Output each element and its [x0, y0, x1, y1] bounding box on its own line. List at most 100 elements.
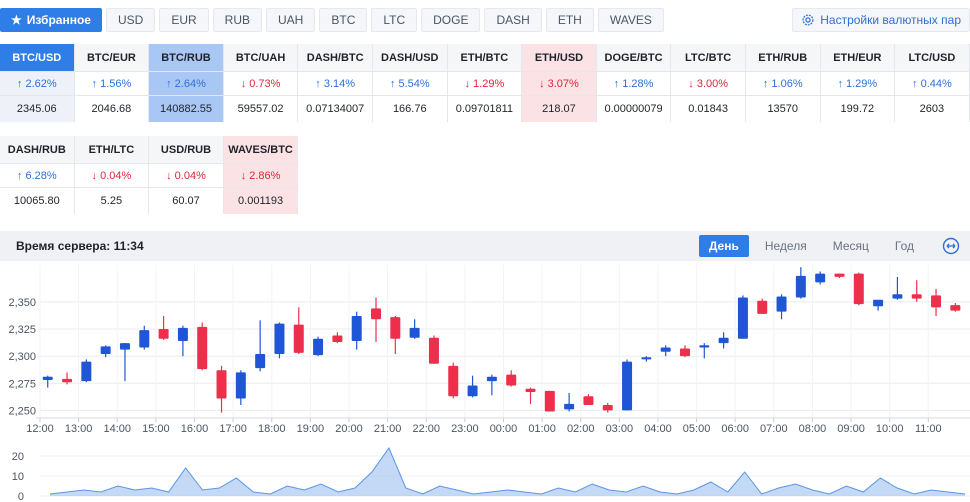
currency-tab-btc[interactable]: BTC: [319, 8, 368, 32]
pair-card-eth-btc[interactable]: ETH/BTC ↓ 1.29% 0.09701811: [447, 44, 523, 122]
star-icon: ★: [11, 13, 22, 27]
currency-tab-uah[interactable]: UAH: [266, 8, 316, 32]
candle: [564, 393, 575, 412]
pair-card-btc-rub[interactable]: BTC/RUB ↑ 2.64% 140882.55: [149, 44, 224, 122]
pair-name: ETH/BTC: [447, 44, 522, 72]
currency-tab-eur[interactable]: EUR: [159, 8, 209, 32]
candle-body: [332, 335, 343, 343]
pair-change: ↑ 1.56%: [74, 72, 149, 96]
candle-body: [467, 385, 478, 397]
currency-tab-label: DASH: [496, 13, 530, 27]
pair-card-eth-rub[interactable]: ETH/RUB ↑ 1.06% 13570: [745, 44, 821, 122]
currency-toolbar: ★ Избранное USD EUR RUB UAH BTC LTC DOGE DASH ETH W…: [0, 0, 970, 40]
pair-price: 10065.80: [13, 195, 60, 207]
candle-body: [255, 353, 266, 369]
pair-card-ltc-btc[interactable]: LTC/BTC ↓ 3.00% 0.01843: [671, 44, 746, 122]
x-tick-label: 14:00: [103, 423, 131, 435]
x-tick-label: 17:00: [219, 423, 247, 435]
candle-body: [583, 396, 594, 405]
pair-change: ↓ 0.04%: [149, 164, 223, 188]
candle-body: [776, 296, 787, 312]
currency-tab-eth[interactable]: ETH: [545, 8, 594, 32]
currency-tab-label: DOGE: [433, 13, 469, 27]
candlestick-chart[interactable]: 2,250 2,275 2,300 2,325 2,350 12:00 13:00 14:00…: [0, 261, 970, 440]
candle: [815, 271, 826, 285]
candle-body: [486, 376, 497, 382]
currency-tab-ltc[interactable]: LTC: [371, 8, 418, 32]
pair-card-dash-usd[interactable]: DASH/USD ↑ 5.54% 166.76: [372, 44, 448, 122]
currency-tab-usd[interactable]: USD: [105, 8, 156, 32]
pair-change: ↑ 2.62%: [0, 72, 74, 96]
period-tab[interactable]: Год: [894, 239, 914, 253]
candle: [100, 345, 111, 358]
candle: [216, 365, 227, 413]
pair-change: ↑ 5.54%: [372, 72, 447, 96]
candle-body: [699, 345, 710, 348]
pair-card-ltc-usd[interactable]: LTC/USD ↑ 0.44% 2603: [895, 44, 970, 122]
currency-tab-label: UAH: [278, 13, 304, 27]
candle-body: [931, 295, 942, 308]
expand-arrows-icon[interactable]: [942, 237, 960, 255]
currency-tab-doge[interactable]: DOGE: [421, 8, 481, 32]
pair-card-eth-usd[interactable]: ETH/USD ↓ 3.07% 218.07: [522, 44, 597, 122]
candle-body: [795, 275, 806, 298]
candle-body: [62, 378, 73, 383]
pairs-row: BTC/USD ↑ 2.62% 2345.06 BTC/EUR ↑ 1.56% 2046.…: [0, 44, 970, 122]
pair-card-waves-btc[interactable]: WAVES/BTC ↓ 2.86% 0.001193: [223, 136, 299, 214]
x-tick-label: 03:00: [606, 423, 634, 435]
candle-body: [351, 316, 362, 341]
pair-card-usd-rub[interactable]: USD/RUB ↓ 0.04% 60.07: [149, 136, 224, 214]
pair-change: ↓ 1.29%: [447, 72, 522, 96]
candle-body: [602, 404, 613, 411]
candle: [371, 297, 382, 343]
x-tick-label: 08:00: [799, 423, 827, 435]
currency-tab-label: RUB: [224, 13, 251, 27]
candle-body: [428, 337, 439, 364]
x-tick-label: 12:00: [26, 423, 54, 435]
pair-card-btc-uah[interactable]: BTC/UAH ↓ 0.73% 59557.02: [223, 44, 299, 122]
period-selector: День Неделя Месяц Год: [693, 235, 924, 257]
candle: [42, 375, 53, 388]
candle: [177, 325, 188, 357]
currency-tab-dash[interactable]: DASH: [484, 8, 542, 32]
candle: [62, 372, 73, 385]
candle: [197, 322, 208, 371]
candle: [873, 299, 884, 311]
period-tab[interactable]: Месяц: [832, 239, 869, 253]
pair-name: LTC/BTC: [671, 44, 745, 72]
candle: [81, 359, 92, 383]
y-tick-label: 2,350: [8, 297, 36, 309]
candle-body: [177, 327, 188, 341]
pair-card-btc-eur[interactable]: BTC/EUR ↑ 1.56% 2046.68: [74, 44, 150, 122]
currency-tab-favorites[interactable]: ★ Избранное: [0, 8, 102, 32]
candle: [467, 375, 478, 398]
pair-price: 140882.55: [149, 96, 223, 122]
candle: [525, 387, 536, 404]
currency-pair-settings-button[interactable]: Настройки валютных пар: [792, 8, 970, 32]
pair-change: ↓ 2.86%: [223, 164, 298, 188]
currency-pairs-grid: BTC/USD ↑ 2.62% 2345.06 BTC/EUR ↑ 1.56% 2046.…: [0, 44, 970, 228]
candle: [718, 332, 729, 349]
pair-change: ↑ 0.44%: [895, 72, 969, 96]
currency-tab-waves[interactable]: WAVES: [597, 8, 664, 32]
candle: [506, 370, 517, 387]
candle: [950, 302, 961, 312]
pair-name: BTC/EUR: [74, 44, 149, 72]
pair-card-dash-btc[interactable]: DASH/BTC ↑ 3.14% 0.07134007: [298, 44, 373, 122]
pair-change: ↑ 1.06%: [745, 72, 820, 96]
pair-change: ↑ 2.64%: [149, 72, 223, 96]
pair-change: ↓ 3.07%: [522, 72, 596, 96]
candle-body: [892, 294, 903, 299]
candle: [583, 394, 594, 405]
pair-card-dash-rub[interactable]: DASH/RUB ↑ 6.28% 10065.80: [0, 136, 75, 214]
currency-tab-rub[interactable]: RUB: [212, 8, 263, 32]
period-tab[interactable]: День: [698, 235, 749, 257]
pair-card-btc-usd[interactable]: BTC/USD ↑ 2.62% 2345.06: [0, 44, 75, 122]
volume-y-label: 0: [18, 491, 24, 502]
candle-body: [853, 273, 864, 305]
pair-card-eth-ltc[interactable]: ETH/LTC ↓ 0.04% 5.25: [74, 136, 150, 214]
pair-card-doge-btc[interactable]: DOGE/BTC ↑ 1.28% 0.00000079: [596, 44, 672, 122]
pair-price: 166.76: [392, 103, 427, 115]
period-tab[interactable]: Неделя: [764, 239, 807, 253]
pair-card-eth-eur[interactable]: ETH/EUR ↑ 1.29% 199.72: [820, 44, 896, 122]
